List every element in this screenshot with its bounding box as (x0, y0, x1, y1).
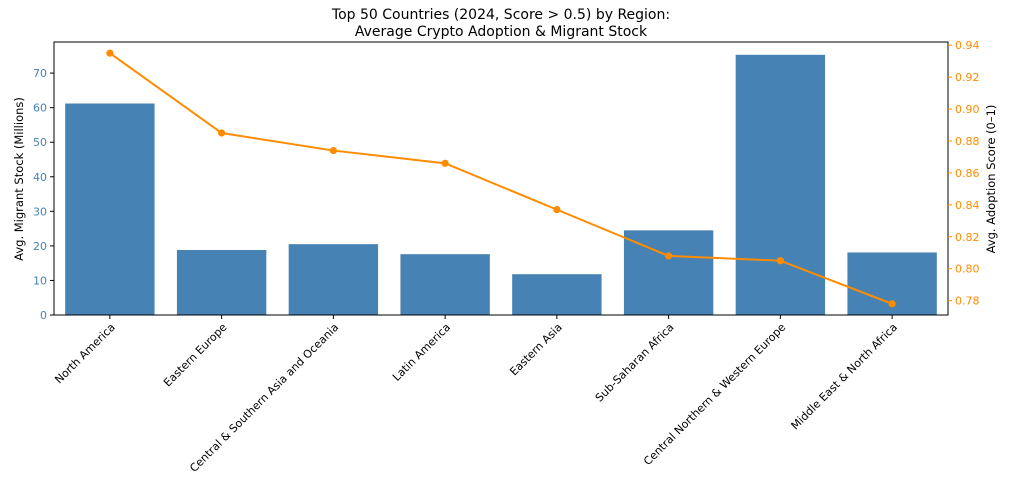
adoption-line (109, 52, 893, 305)
right-tick-label: 0.78 (955, 295, 980, 308)
right-axis: 0.78 0.80 0.82 0.84 0.86 0.88 0.90 0.92 0.94 (948, 39, 980, 308)
x-tick-label: North America (52, 321, 118, 387)
bar (735, 54, 826, 315)
left-tick-label: 40 (33, 171, 47, 184)
line-point (888, 300, 896, 308)
bar (512, 274, 602, 315)
right-axis-label: Avg. Adoption Score (0–1) (984, 105, 998, 254)
x-tick-label: Sub-Saharan Africa (593, 321, 677, 405)
line-series (106, 49, 896, 308)
bar (400, 254, 490, 315)
bar-series (65, 54, 937, 315)
chart-subtitle: Average Crypto Adoption & Migrant Stock (355, 24, 648, 40)
line-point (329, 146, 337, 155)
line-point (106, 49, 114, 57)
bar (65, 103, 155, 315)
x-tick-label: Latin America (390, 321, 453, 384)
bar (176, 250, 267, 315)
right-tick-label: 0.92 (955, 71, 980, 84)
line-point (441, 159, 449, 167)
line-point (553, 206, 561, 214)
line-point (776, 257, 784, 265)
left-axis-label: Avg. Migrant Stock (Millions) (12, 97, 26, 261)
left-axis: 0 10 20 30 40 50 60 70 (33, 67, 54, 322)
x-tick-label: Eastern Europe (161, 321, 230, 390)
x-tick-label: Middle East & North Africa (789, 321, 901, 433)
right-tick-label: 0.88 (955, 135, 980, 148)
right-tick-label: 0.80 (955, 263, 980, 276)
left-tick-label: 70 (33, 67, 47, 80)
right-tick-label: 0.94 (955, 39, 980, 52)
right-tick-label: 0.84 (955, 199, 980, 212)
left-tick-label: 20 (33, 240, 47, 253)
plot-frame (53, 41, 949, 316)
line-point (218, 129, 226, 137)
left-tick-label: 30 (33, 205, 47, 218)
left-tick-label: 10 (33, 274, 47, 287)
line-point (665, 252, 673, 260)
left-tick-label: 50 (33, 136, 47, 149)
right-tick-label: 0.82 (955, 231, 980, 244)
chart-title: Top 50 Countries (2024, Score > 0.5) by … (331, 7, 670, 23)
right-tick-label: 0.90 (955, 103, 980, 116)
bar (288, 244, 379, 315)
left-tick-label: 60 (33, 102, 47, 115)
left-tick-label: 0 (40, 309, 47, 322)
right-tick-label: 0.86 (955, 167, 980, 180)
x-tick-label: Eastern Asia (507, 321, 565, 379)
